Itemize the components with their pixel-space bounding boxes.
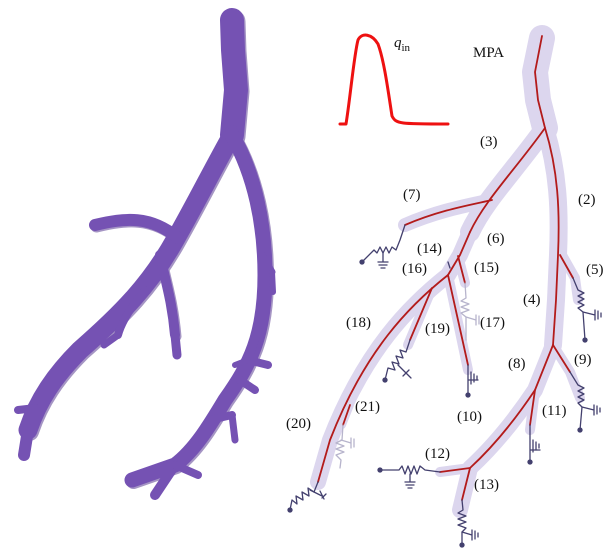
vessel-label-15: (15) [474, 260, 499, 276]
inflow-label: qin [394, 36, 410, 54]
vessel-label-6: (6) [487, 231, 505, 247]
vessel-label-13: (13) [474, 477, 499, 493]
windkessel-5 [572, 277, 602, 343]
vessel-label-3: (3) [480, 134, 498, 150]
small-branch-b-3d [258, 251, 276, 276]
vessel-label-10: (10) [457, 409, 482, 425]
vessel-label-16: (16) [402, 261, 427, 277]
windkessel-terminals [287, 224, 602, 548]
windkessel-15 [447, 261, 451, 269]
inflow-waveform [338, 33, 450, 126]
vessel-label-18: (18) [346, 315, 371, 331]
windkessel-10 [465, 364, 479, 398]
inflow-curve [338, 33, 450, 126]
windkessel-13 [457, 499, 479, 548]
windkessel-12 [377, 465, 441, 489]
middle-branch-3d [155, 250, 180, 340]
vessel-label-8: (8) [508, 356, 526, 372]
vessel-label-9: (9) [574, 352, 592, 368]
vessel-label-21: (21) [355, 399, 380, 415]
left-main-branch-3d [18, 125, 242, 440]
vessel-label-4: (4) [523, 292, 541, 308]
vessel-label-11: (11) [542, 403, 567, 419]
inflow-label-q: q [394, 35, 402, 51]
mpa-label: MPA [473, 45, 505, 61]
windkessel-20 [287, 481, 327, 513]
small-branch-e-3d [206, 411, 236, 424]
vessel-3d-model [14, 8, 276, 500]
vessel-label-14: (14) [417, 241, 442, 257]
vessel-label-12: (12) [425, 446, 450, 462]
mpa-trunk-3d [220, 8, 248, 147]
small-branch-a-3d [114, 286, 149, 339]
small-branch-d-3d [236, 376, 259, 394]
inflow-label-subscript: in [401, 42, 411, 54]
windkessel-19 [382, 339, 412, 383]
vessel-label-20: (20) [286, 416, 311, 432]
vessel-network-1d [287, 25, 602, 548]
windkessel-17 [460, 282, 480, 341]
upper-side-branch-3d [89, 213, 184, 244]
windkessel-9 [569, 371, 601, 433]
windkessel-11 [527, 424, 541, 465]
windkessel-21 [335, 424, 355, 469]
vessel-centerlines [317, 35, 574, 501]
vessel-label-19: (19) [425, 321, 450, 337]
vessel-label-5: (5) [586, 262, 604, 278]
windkessel-7 [359, 224, 406, 269]
vessel-label-17: (17) [480, 315, 505, 331]
vessel-label-2: (2) [578, 192, 596, 208]
vessel-label-7: (7) [403, 187, 421, 203]
